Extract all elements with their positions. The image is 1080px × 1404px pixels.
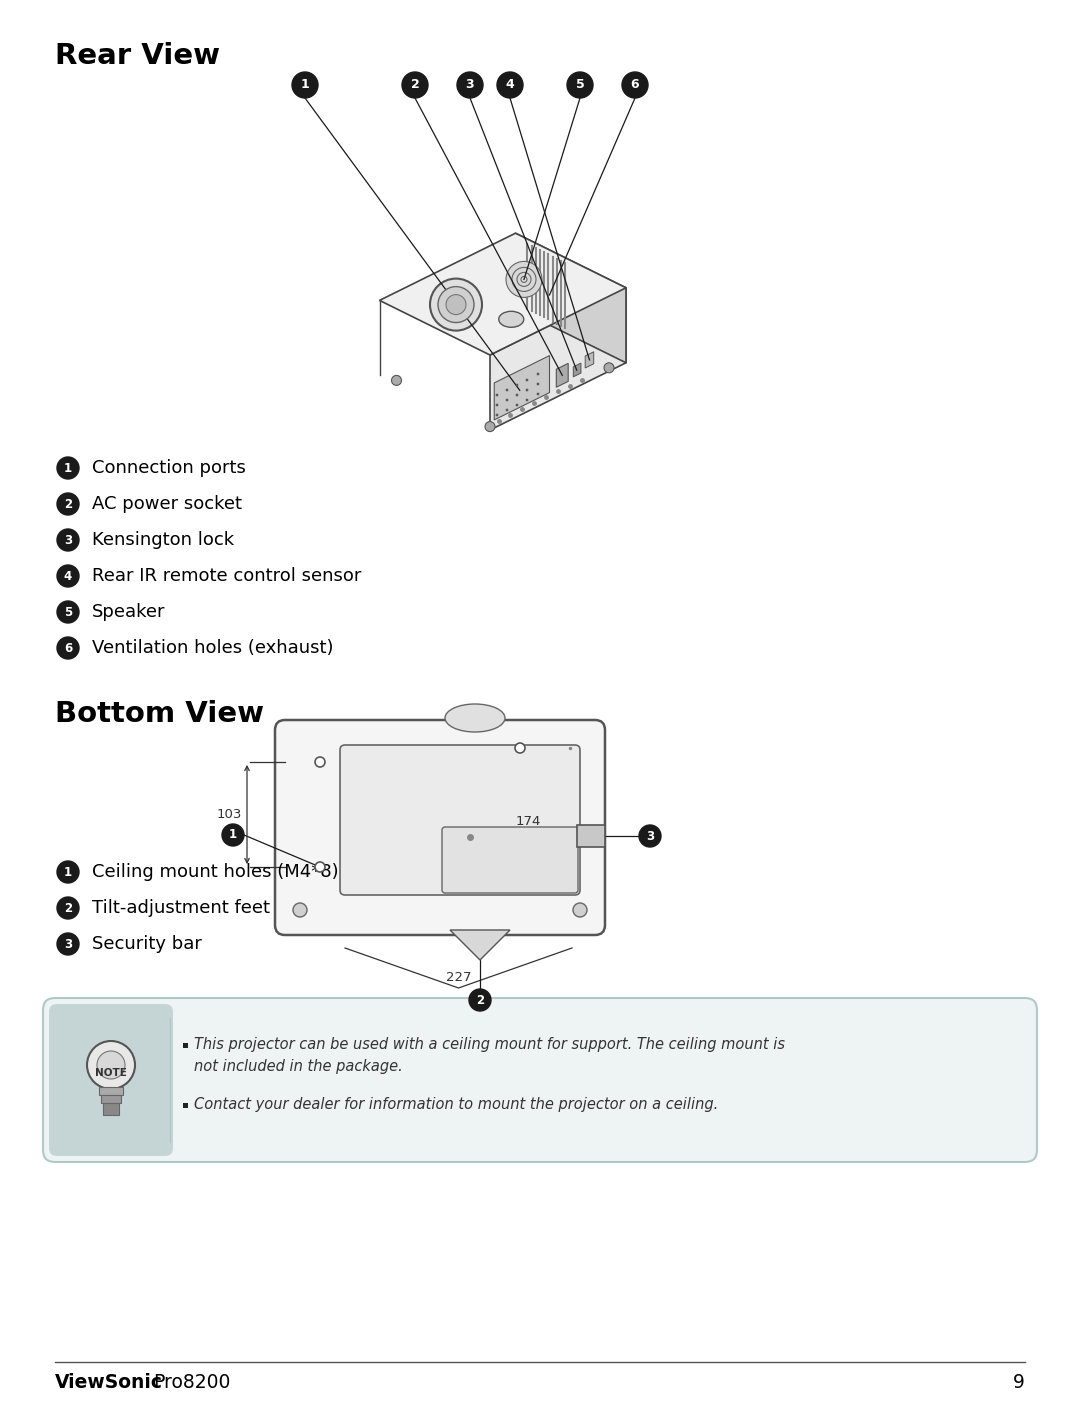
FancyBboxPatch shape (340, 746, 580, 894)
Text: 5: 5 (576, 79, 584, 91)
Text: 6: 6 (631, 79, 639, 91)
Text: ViewSonic: ViewSonic (55, 1373, 163, 1393)
Text: Pro8200: Pro8200 (153, 1373, 230, 1393)
Circle shape (511, 316, 521, 327)
Polygon shape (556, 364, 568, 388)
Bar (183, 1102, 188, 1108)
Polygon shape (379, 233, 626, 355)
Text: 2: 2 (410, 79, 419, 91)
Polygon shape (450, 929, 510, 960)
Circle shape (497, 72, 523, 98)
Text: Connection ports: Connection ports (92, 459, 246, 477)
Text: 227: 227 (446, 972, 471, 984)
Text: Rear View: Rear View (55, 42, 220, 70)
Circle shape (57, 564, 79, 587)
Text: NOTE: NOTE (95, 1068, 127, 1078)
Bar (577, 826, 605, 847)
Circle shape (315, 757, 325, 767)
Circle shape (391, 375, 402, 386)
Circle shape (567, 72, 593, 98)
Text: 103: 103 (217, 807, 242, 821)
Text: 9: 9 (1013, 1373, 1025, 1393)
Circle shape (469, 988, 491, 1011)
Circle shape (57, 934, 79, 955)
Text: 4: 4 (505, 79, 514, 91)
Circle shape (604, 362, 615, 373)
Text: 3: 3 (64, 534, 72, 546)
Text: 1: 1 (300, 79, 309, 91)
Text: 4: 4 (64, 570, 72, 583)
Circle shape (57, 637, 79, 658)
Text: This projector can be used with a ceiling mount for support. The ceiling mount i: This projector can be used with a ceilin… (194, 1038, 785, 1053)
FancyBboxPatch shape (43, 998, 1037, 1163)
Circle shape (222, 824, 244, 847)
Text: 3: 3 (646, 830, 654, 842)
Polygon shape (573, 364, 581, 376)
Text: Security bar: Security bar (92, 935, 202, 953)
Circle shape (315, 862, 325, 872)
Circle shape (57, 861, 79, 883)
Circle shape (57, 897, 79, 920)
Circle shape (402, 72, 428, 98)
Circle shape (292, 72, 318, 98)
Circle shape (515, 743, 525, 753)
Text: AC power socket: AC power socket (92, 496, 242, 512)
Text: 2: 2 (64, 497, 72, 511)
Bar (183, 1043, 188, 1047)
Text: Bottom View: Bottom View (55, 701, 264, 729)
Circle shape (622, 72, 648, 98)
Text: 3: 3 (465, 79, 474, 91)
FancyBboxPatch shape (442, 827, 578, 893)
Circle shape (97, 1052, 125, 1080)
Text: Tilt-adjustment feet: Tilt-adjustment feet (92, 899, 270, 917)
Circle shape (87, 1040, 135, 1090)
Text: Speaker: Speaker (92, 602, 165, 621)
Text: Ceiling mount holes (M4*8): Ceiling mount holes (M4*8) (92, 863, 339, 880)
Circle shape (446, 295, 465, 314)
Polygon shape (585, 352, 594, 368)
Text: 1: 1 (64, 865, 72, 879)
Text: 1: 1 (64, 462, 72, 475)
Circle shape (573, 903, 588, 917)
Polygon shape (490, 288, 626, 430)
Circle shape (430, 278, 482, 330)
Circle shape (639, 826, 661, 847)
Circle shape (57, 493, 79, 515)
FancyBboxPatch shape (49, 1004, 173, 1155)
Circle shape (57, 456, 79, 479)
Circle shape (507, 261, 542, 298)
Text: 1: 1 (229, 828, 238, 841)
Circle shape (57, 529, 79, 550)
Text: Contact your dealer for information to mount the projector on a ceiling.: Contact your dealer for information to m… (194, 1098, 718, 1112)
Text: 174: 174 (516, 814, 541, 828)
Text: Rear IR remote control sensor: Rear IR remote control sensor (92, 567, 362, 585)
Polygon shape (495, 355, 550, 420)
Circle shape (438, 286, 474, 323)
Text: 6: 6 (64, 642, 72, 654)
Text: 5: 5 (64, 605, 72, 619)
Circle shape (293, 903, 307, 917)
Text: Ventilation holes (exhaust): Ventilation holes (exhaust) (92, 639, 334, 657)
Circle shape (57, 601, 79, 623)
Ellipse shape (445, 703, 505, 731)
Polygon shape (515, 233, 626, 362)
Text: Kensington lock: Kensington lock (92, 531, 234, 549)
Circle shape (457, 72, 483, 98)
Bar (102, 1095, 121, 1104)
Text: not included in the package.: not included in the package. (194, 1060, 403, 1074)
Text: 2: 2 (64, 901, 72, 914)
Text: 2: 2 (476, 994, 484, 1007)
Bar (103, 1104, 119, 1115)
Circle shape (485, 421, 495, 431)
Ellipse shape (499, 312, 524, 327)
FancyBboxPatch shape (275, 720, 605, 935)
Text: 3: 3 (64, 938, 72, 951)
Bar (99, 1087, 123, 1095)
